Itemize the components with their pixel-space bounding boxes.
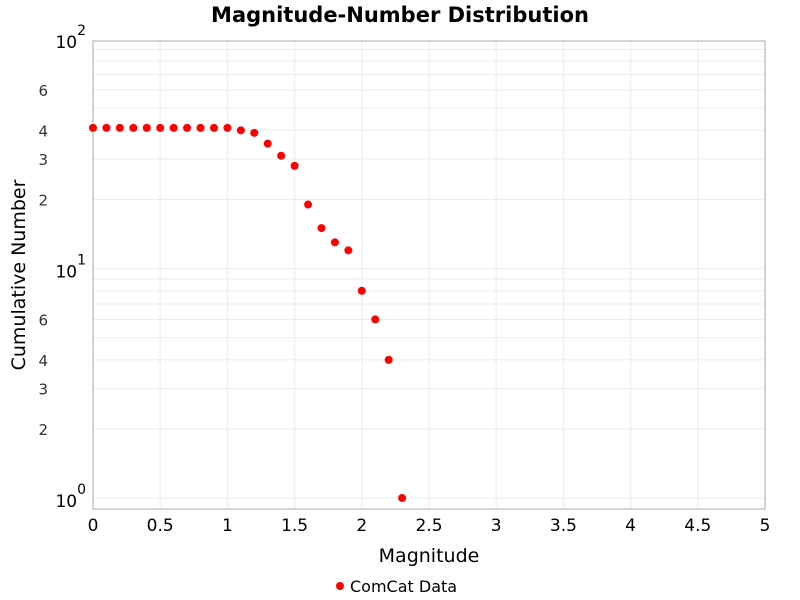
data-point (209, 123, 218, 132)
legend-label: ComCat Data (350, 577, 457, 596)
data-point (330, 238, 339, 247)
y-major-tick-label: 102 (55, 23, 86, 53)
y-minor-tick-label: 3 (38, 381, 48, 399)
data-points (89, 123, 407, 502)
y-major-tick-label: 100 (55, 482, 86, 512)
y-tick-exponent: 1 (77, 253, 86, 269)
y-minor-tick-label: 6 (38, 82, 48, 100)
chart-title: Magnitude-Number Distribution (211, 3, 589, 27)
x-tick-label: 3 (491, 516, 502, 536)
data-point (89, 123, 97, 132)
data-point (196, 123, 205, 132)
data-point (290, 161, 299, 170)
x-tick-label: 1.5 (281, 516, 308, 536)
y-minor-tick-label: 4 (38, 352, 48, 370)
data-point (317, 224, 326, 233)
x-tick-label: 2 (356, 516, 367, 536)
data-point (169, 123, 178, 132)
grid (92, 41, 766, 509)
data-point (263, 139, 272, 148)
data-point (371, 315, 380, 324)
x-ticks: 0 0.5 1 1.5 2 2.5 3 3.5 4 4.5 5 (88, 516, 771, 536)
x-tick-label: 4 (625, 516, 636, 536)
legend: ComCat Data (336, 577, 457, 596)
data-point (142, 123, 151, 132)
data-point (223, 123, 232, 132)
x-tick-label: 5 (760, 516, 771, 536)
data-point (183, 123, 192, 132)
y-tick-base: 10 (55, 492, 77, 512)
x-tick-label: 1 (222, 516, 233, 536)
data-point (156, 123, 165, 132)
data-point (398, 494, 407, 502)
data-point (102, 123, 111, 132)
y-tick-exponent: 0 (77, 482, 86, 498)
x-axis-label: Magnitude (379, 545, 480, 567)
plot-frame (92, 40, 766, 510)
y-tick-base: 10 (55, 33, 77, 53)
y-minor-tick-label: 3 (38, 151, 48, 169)
data-point (357, 286, 366, 295)
y-minor-tick-label: 4 (38, 122, 48, 140)
y-minor-tick-label: 2 (38, 421, 48, 439)
x-tick-label: 3.5 (550, 516, 577, 536)
data-point (129, 123, 138, 132)
x-tick-label: 4.5 (684, 516, 711, 536)
y-major-tick-label: 101 (55, 253, 86, 283)
x-tick-label: 0.5 (147, 516, 174, 536)
y-tick-base: 10 (55, 263, 77, 283)
data-point (236, 126, 245, 135)
data-point (384, 355, 393, 364)
data-point (344, 246, 353, 255)
data-point (304, 200, 313, 209)
y-minor-tick-label: 6 (38, 311, 48, 329)
data-point (115, 123, 124, 132)
y-minor-tick-label: 2 (38, 191, 48, 209)
y-axis-label: Cumulative Number (8, 179, 30, 370)
data-point (250, 128, 259, 137)
legend-marker (336, 582, 344, 590)
x-tick-label: 0 (88, 516, 99, 536)
x-tick-label: 2.5 (415, 516, 442, 536)
y-tick-exponent: 2 (77, 23, 86, 39)
data-point (277, 151, 286, 160)
